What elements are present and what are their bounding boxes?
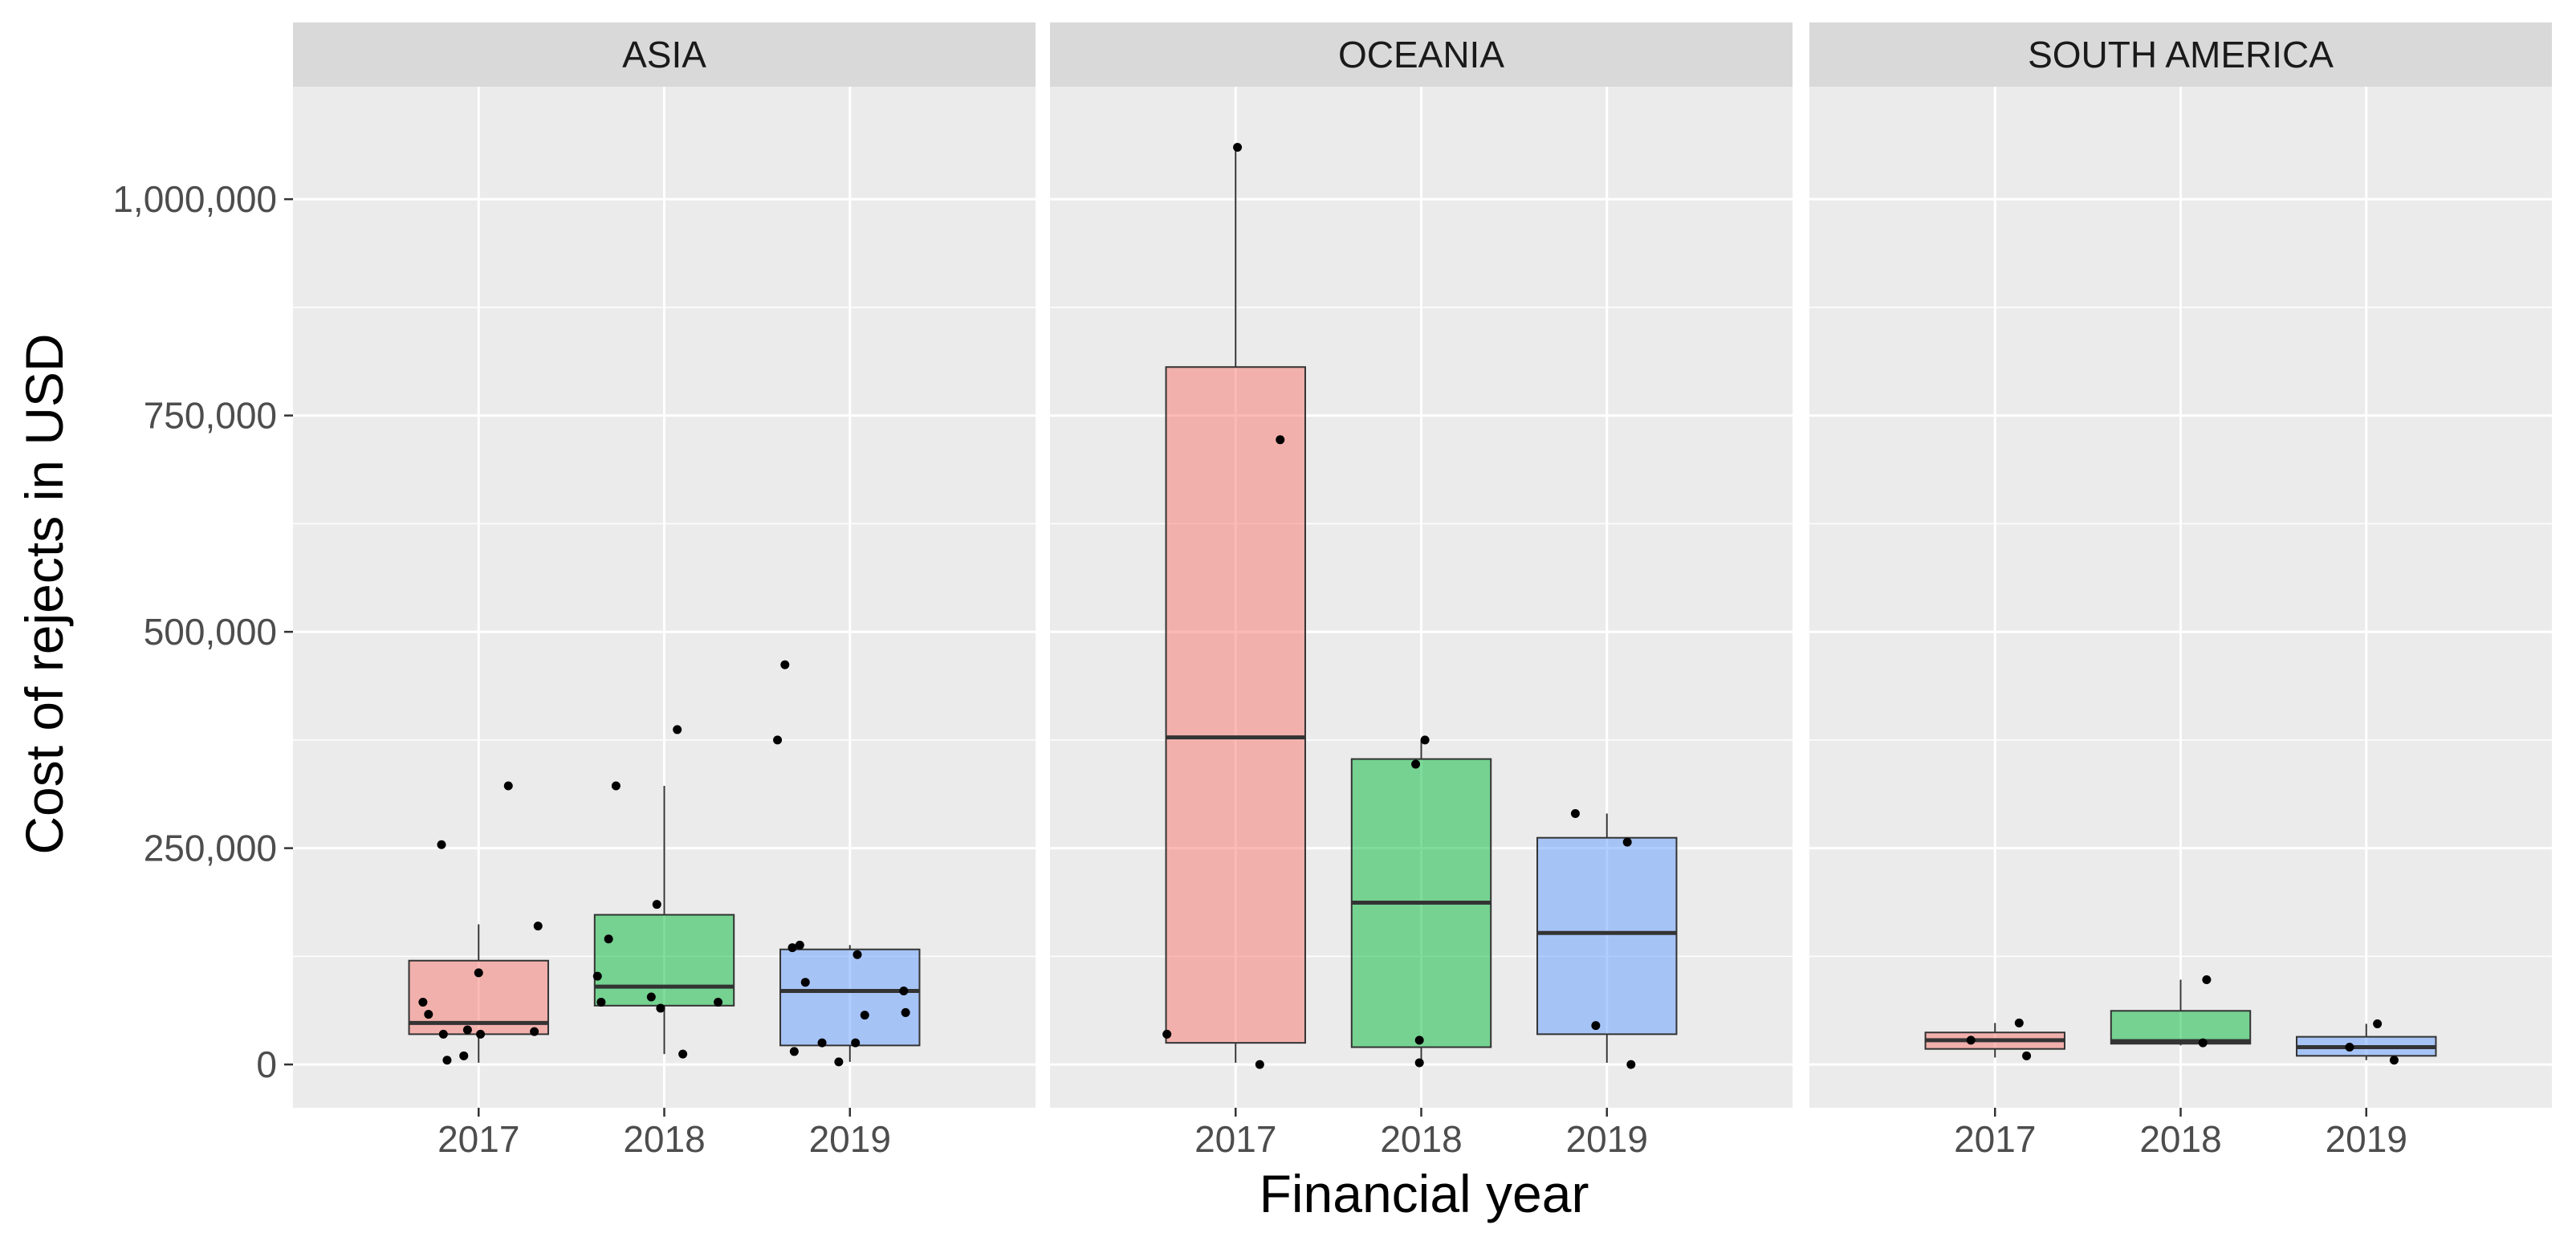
data-point — [1591, 1021, 1601, 1031]
data-point — [773, 735, 783, 745]
boxplot-oceania-2018 — [1350, 739, 1492, 1063]
y-axis-title: Cost of rejects in USD — [14, 333, 74, 854]
data-point — [459, 1051, 469, 1060]
data-point — [853, 950, 862, 959]
facet-strip-label: ASIA — [622, 34, 706, 75]
box-body — [1536, 836, 1678, 1036]
data-point — [860, 1011, 869, 1020]
data-point — [418, 997, 428, 1007]
facet-strip — [1050, 22, 1793, 87]
x-tick-label: 2019 — [2326, 1118, 2407, 1160]
data-point — [462, 1025, 472, 1035]
data-point — [2014, 1018, 2024, 1027]
data-point — [1622, 837, 1632, 847]
data-point — [1411, 759, 1421, 769]
data-point — [2198, 1038, 2208, 1048]
facet-panel-south-america: SOUTH AMERICA 2017 2018 2019 — [1809, 22, 2552, 1160]
data-point — [834, 1057, 844, 1067]
box-body — [779, 948, 921, 1047]
boxplot-oceania-2019 — [1536, 813, 1678, 1063]
data-point — [611, 781, 621, 791]
data-point — [899, 986, 909, 995]
data-point — [533, 922, 543, 931]
x-axis-title: Financial year — [1260, 1164, 1589, 1223]
y-tick-label: 0 — [256, 1044, 277, 1085]
data-point — [780, 660, 790, 669]
x-tick-label: 2018 — [2139, 1118, 2221, 1160]
data-point — [1966, 1036, 1976, 1045]
boxplot-south-america-2019 — [2296, 1023, 2437, 1060]
y-tick-label: 1,000,000 — [112, 178, 277, 220]
data-point — [596, 997, 606, 1007]
data-point — [2373, 1019, 2383, 1028]
data-point — [2202, 974, 2212, 984]
data-point — [2022, 1051, 2032, 1060]
data-point — [437, 840, 446, 849]
y-tick-label: 500,000 — [144, 611, 277, 653]
data-point — [787, 943, 797, 953]
x-tick-label: 2017 — [1194, 1118, 1276, 1160]
data-point — [1420, 735, 1430, 745]
data-point — [592, 971, 602, 981]
data-point — [604, 934, 613, 944]
data-point — [795, 940, 804, 950]
data-point — [817, 1038, 827, 1048]
data-point — [503, 781, 513, 791]
data-point — [678, 1049, 688, 1059]
boxplot-asia-2019 — [779, 945, 921, 1062]
x-tick-label: 2018 — [623, 1118, 705, 1160]
boxplot-oceania-2017 — [1165, 147, 1306, 1063]
box-body — [593, 913, 735, 1007]
x-tick-label: 2017 — [1954, 1118, 2036, 1160]
data-point — [901, 1007, 910, 1017]
x-tick-label: 2019 — [1566, 1118, 1648, 1160]
facet-strip-label: OCEANIA — [1338, 34, 1504, 75]
x-tick-label: 2019 — [809, 1118, 891, 1160]
y-axis: 0 250,000 500,000 750,000 1,000,000 — [112, 178, 293, 1085]
data-point — [1570, 808, 1580, 818]
data-point — [714, 997, 723, 1007]
data-point — [474, 968, 483, 978]
data-point — [424, 1010, 433, 1019]
data-point — [1276, 435, 1285, 445]
data-point — [1162, 1029, 1172, 1039]
data-point — [851, 1038, 861, 1048]
data-point — [442, 1056, 452, 1065]
facet-strip — [293, 22, 1036, 87]
data-point — [652, 900, 661, 909]
data-point — [1233, 142, 1243, 152]
data-point — [438, 1029, 448, 1039]
data-point — [800, 978, 810, 987]
data-point — [476, 1029, 486, 1039]
facet-strip — [1809, 22, 2552, 87]
x-tick-label: 2018 — [1380, 1118, 1462, 1160]
facet-panel-asia: ASIA 2017 2018 2019 — [293, 22, 1036, 1160]
data-point — [673, 725, 682, 734]
data-point — [1255, 1060, 1264, 1069]
data-point — [2389, 1056, 2399, 1065]
y-tick-label: 750,000 — [144, 395, 277, 437]
data-point — [1414, 1058, 1424, 1068]
data-point — [530, 1027, 539, 1036]
y-tick-label: 250,000 — [144, 828, 277, 869]
boxplot-asia-2018 — [593, 785, 735, 1055]
facet-panel-oceania: OCEANIA 2017 2018 2019 — [1050, 22, 1793, 1160]
data-point — [646, 992, 656, 1002]
data-point — [789, 1047, 799, 1056]
box-body — [1165, 366, 1306, 1044]
boxplot-south-america-2017 — [1924, 1023, 2065, 1058]
data-point — [1626, 1060, 1636, 1069]
boxplot-south-america-2018 — [2110, 979, 2252, 1046]
data-point — [1414, 1036, 1424, 1045]
x-tick-label: 2017 — [437, 1118, 519, 1160]
data-point — [2345, 1043, 2354, 1052]
facet-strip-label: SOUTH AMERICA — [2028, 34, 2334, 75]
data-point — [656, 1003, 665, 1013]
box-body — [2110, 1010, 2252, 1045]
